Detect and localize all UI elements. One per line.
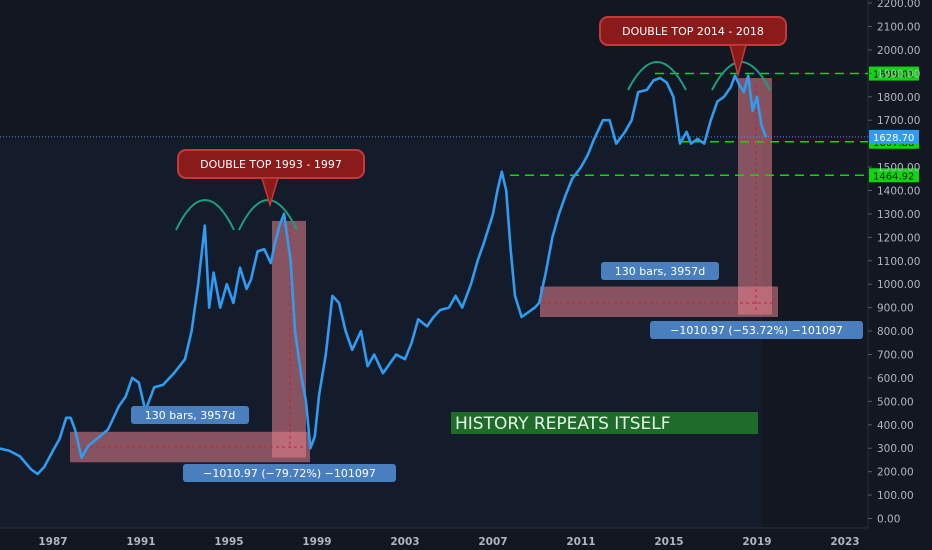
y-tick-label: 600.00 bbox=[877, 373, 914, 385]
bars-label-1-text: 130 bars, 3957d bbox=[145, 409, 235, 422]
headline-bg bbox=[451, 412, 758, 434]
current-price-label: 1628.70 bbox=[873, 133, 914, 144]
y-tick-label: 900.00 bbox=[877, 303, 914, 315]
y-tick-label: 1000.00 bbox=[877, 279, 920, 291]
x-tick-label: 2023 bbox=[830, 536, 859, 548]
y-tick-label: 1400.00 bbox=[877, 185, 920, 197]
x-tick-label: 1999 bbox=[302, 536, 331, 548]
current-price-badge bbox=[869, 129, 919, 144]
y-tick-label: 1900.00 bbox=[877, 68, 920, 80]
x-tick-label: 2019 bbox=[742, 536, 771, 548]
x-tick-label: 2015 bbox=[654, 536, 683, 548]
change-label-2: −1010.97 (−53.72%) −101097 bbox=[650, 321, 863, 339]
area-shade bbox=[0, 140, 762, 528]
y-tick-label: 1200.00 bbox=[877, 232, 920, 244]
price-line-badge bbox=[869, 168, 919, 183]
callout-double-top-2-pointer bbox=[729, 44, 747, 78]
change-label-2-bg bbox=[650, 321, 863, 339]
x-tick-label: 2011 bbox=[566, 536, 595, 548]
y-tick-label: 1500.00 bbox=[877, 162, 920, 174]
bars-label-2: 130 bars, 3957d bbox=[601, 262, 719, 280]
price-line-badge bbox=[869, 66, 919, 81]
callout-double-top-1-pointer bbox=[260, 177, 280, 208]
y-tick-label: 100.00 bbox=[877, 490, 914, 502]
callout-double-top-2-label: DOUBLE TOP 2014 - 2018 bbox=[622, 25, 764, 38]
headline: HISTORY REPEATS ITSELF bbox=[451, 412, 758, 434]
x-tick-label: 1987 bbox=[38, 536, 67, 548]
y-tick-label: 1300.00 bbox=[877, 209, 920, 221]
y-tick-label: 1700.00 bbox=[877, 115, 920, 127]
bars-label-2-text: 130 bars, 3957d bbox=[615, 265, 705, 278]
double-top-arc-1a bbox=[175, 199, 235, 231]
y-tick-label: 800.00 bbox=[877, 326, 914, 338]
callout-double-top-2-box bbox=[599, 16, 787, 46]
measure-box-vertical-2[interactable] bbox=[738, 78, 772, 315]
y-tick-label: 2200.00 bbox=[877, 0, 920, 10]
y-tick-label: 2100.00 bbox=[877, 21, 920, 33]
x-tick-label: 1991 bbox=[126, 536, 155, 548]
y-tick-label: 400.00 bbox=[877, 420, 914, 432]
x-tick-label: 2007 bbox=[478, 536, 507, 548]
headline-text: HISTORY REPEATS ITSELF bbox=[455, 414, 670, 434]
y-tick-label: 300.00 bbox=[877, 443, 914, 455]
change-label-1: −1010.97 (−79.72%) −101097 bbox=[183, 464, 396, 482]
y-tick-label: 500.00 bbox=[877, 396, 914, 408]
callout-double-top-1-label: DOUBLE TOP 1993 - 1997 bbox=[200, 158, 342, 171]
change-label-1-text: −1010.97 (−79.72%) −101097 bbox=[203, 467, 376, 480]
y-tick-label: 1800.00 bbox=[877, 92, 920, 104]
x-tick-label: 2003 bbox=[390, 536, 419, 548]
y-tick-label: 200.00 bbox=[877, 467, 914, 479]
measure-box-vertical-1[interactable] bbox=[272, 220, 306, 458]
bars-label-1: 130 bars, 3957d bbox=[131, 406, 249, 424]
x-tick-label: 1995 bbox=[214, 536, 243, 548]
y-tick-label: 1100.00 bbox=[877, 256, 920, 268]
price-line-label: 1464.92 bbox=[873, 171, 914, 182]
y-tick-label: 0.00 bbox=[877, 514, 900, 526]
bars-label-1-bg bbox=[131, 406, 249, 424]
change-label-1-bg bbox=[183, 464, 396, 482]
y-tick-label: 2000.00 bbox=[877, 45, 920, 57]
bars-label-2-bg bbox=[601, 262, 719, 280]
callout-double-top-1[interactable]: DOUBLE TOP 1993 - 1997 bbox=[177, 149, 365, 208]
y-tick-label: 700.00 bbox=[877, 349, 914, 361]
future-area bbox=[762, 0, 868, 528]
price-line-series bbox=[0, 74, 768, 476]
change-label-2-text: −1010.97 (−53.72%) −101097 bbox=[670, 324, 843, 337]
callout-double-top-2[interactable]: DOUBLE TOP 2014 - 2018 bbox=[599, 16, 787, 78]
price-line-label: 1899.01 bbox=[873, 70, 914, 81]
double-top-arc-2a bbox=[627, 61, 687, 91]
